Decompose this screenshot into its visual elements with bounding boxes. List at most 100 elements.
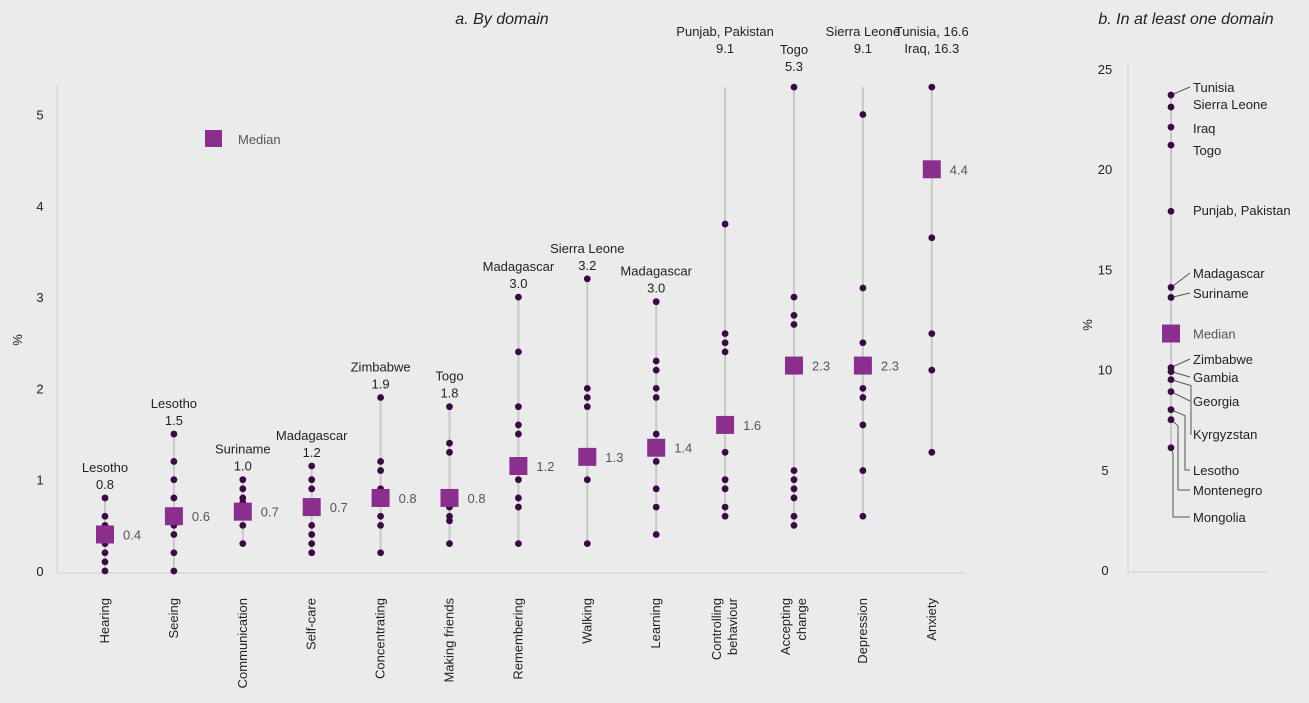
data-point bbox=[1167, 91, 1175, 99]
data-point bbox=[859, 111, 867, 118]
series-depression: 2.3 Sierra Leone 9.1 Depression bbox=[826, 24, 900, 664]
data-point bbox=[721, 348, 729, 356]
country-label: Georgia bbox=[1193, 394, 1240, 409]
data-point bbox=[377, 458, 384, 465]
panel-b-y-tick: 25 bbox=[1098, 62, 1112, 77]
max-country-label: Suriname bbox=[215, 442, 271, 457]
legend-median-label: Median bbox=[238, 132, 281, 147]
series-making-friends: 0.8 Togo 1.8 Making friends bbox=[435, 369, 485, 683]
data-point bbox=[859, 512, 867, 520]
data-point bbox=[101, 549, 109, 557]
data-point bbox=[790, 293, 798, 301]
data-point bbox=[515, 494, 522, 502]
max-value-label: 1.8 bbox=[440, 386, 458, 401]
data-point bbox=[790, 494, 798, 502]
panel-a-y-tick: 0 bbox=[36, 564, 43, 579]
median-marker bbox=[716, 415, 735, 434]
median-marker bbox=[647, 438, 666, 457]
country-label: Togo bbox=[1193, 143, 1221, 158]
data-point bbox=[790, 321, 798, 328]
data-point bbox=[101, 512, 109, 520]
category-label: Accepting bbox=[778, 598, 793, 655]
category-label: Learning bbox=[648, 598, 663, 649]
max-country-label: Sierra Leone bbox=[826, 24, 900, 39]
category-label: Seeing bbox=[166, 598, 181, 638]
data-point bbox=[308, 531, 316, 538]
series-accepting-change: 2.3 Togo 5.3 Accepting change bbox=[778, 42, 830, 655]
max-value-label: 3.0 bbox=[509, 276, 527, 291]
data-point bbox=[583, 403, 591, 411]
data-point bbox=[170, 458, 178, 465]
data-point bbox=[721, 503, 729, 511]
category-label: Controlling bbox=[709, 598, 724, 660]
data-point bbox=[1167, 388, 1175, 396]
data-point bbox=[101, 494, 109, 502]
median-value-label: 4.4 bbox=[950, 162, 968, 177]
country-label: Suriname bbox=[1193, 286, 1249, 301]
data-point bbox=[652, 394, 660, 401]
country-label: Gambia bbox=[1193, 370, 1239, 385]
leader-line bbox=[1170, 419, 1190, 491]
data-point bbox=[446, 448, 453, 456]
panel-a-y-tick: 3 bbox=[36, 290, 43, 305]
data-point bbox=[721, 476, 729, 484]
data-point bbox=[652, 531, 660, 538]
data-point bbox=[859, 385, 867, 392]
category-label: change bbox=[794, 598, 809, 641]
series-walking: 1.3 Sierra Leone 3.2 Walking bbox=[550, 241, 624, 644]
data-point bbox=[101, 567, 109, 575]
data-point bbox=[1167, 141, 1175, 149]
data-point bbox=[721, 339, 729, 347]
country-label: Iraq bbox=[1193, 121, 1215, 136]
category-label: Making friends bbox=[442, 598, 457, 683]
data-point bbox=[652, 458, 660, 465]
data-point bbox=[790, 467, 798, 474]
category-label: Concentrating bbox=[373, 598, 388, 679]
data-point bbox=[652, 298, 660, 306]
data-point bbox=[1167, 103, 1175, 111]
data-point bbox=[308, 521, 316, 529]
series-self-care: 0.7 Madagascar 1.2 Self-care bbox=[276, 428, 348, 650]
data-point bbox=[1167, 416, 1175, 424]
median-value-label: 0.6 bbox=[192, 509, 210, 524]
max-country-label: Madagascar bbox=[276, 428, 348, 443]
legend-median-label: Median bbox=[1193, 327, 1236, 342]
median-marker bbox=[1162, 324, 1180, 343]
median-marker bbox=[96, 525, 114, 544]
category-label: behaviour bbox=[725, 597, 740, 655]
max-country-label: Togo bbox=[780, 42, 808, 57]
data-point bbox=[446, 517, 453, 525]
data-point bbox=[928, 330, 936, 338]
data-point bbox=[928, 448, 936, 456]
data-point bbox=[377, 521, 384, 529]
data-point bbox=[377, 394, 384, 401]
max-value-label: 1.9 bbox=[372, 377, 390, 392]
panel-b-y-tick: 10 bbox=[1098, 363, 1112, 378]
data-point bbox=[170, 494, 178, 502]
series-seeing: 0.6 Lesotho 1.5 Seeing bbox=[151, 396, 210, 638]
median-marker bbox=[853, 356, 872, 375]
max-value-label: 9.1 bbox=[854, 41, 872, 56]
data-point bbox=[446, 540, 453, 548]
median-value-label: 0.8 bbox=[399, 491, 417, 506]
data-point bbox=[583, 275, 591, 283]
median-marker bbox=[302, 498, 321, 517]
max-country-label: Lesotho bbox=[151, 396, 197, 411]
data-point bbox=[790, 476, 798, 484]
data-point bbox=[790, 83, 798, 91]
data-point bbox=[1167, 294, 1175, 301]
data-point bbox=[721, 448, 729, 456]
panel-b-y-axis-label: % bbox=[1080, 319, 1095, 331]
data-point bbox=[1167, 123, 1175, 131]
panel-a-y-axis-label: % bbox=[10, 334, 25, 346]
category-label: Hearing bbox=[97, 598, 112, 644]
data-point bbox=[583, 385, 591, 392]
data-point bbox=[583, 394, 591, 401]
category-label: Remembering bbox=[510, 598, 525, 680]
data-point bbox=[859, 339, 867, 347]
median-marker bbox=[440, 488, 459, 507]
country-label: Montenegro bbox=[1193, 483, 1262, 498]
leader-line bbox=[1170, 391, 1191, 402]
data-point bbox=[515, 293, 522, 301]
median-marker bbox=[371, 488, 390, 507]
